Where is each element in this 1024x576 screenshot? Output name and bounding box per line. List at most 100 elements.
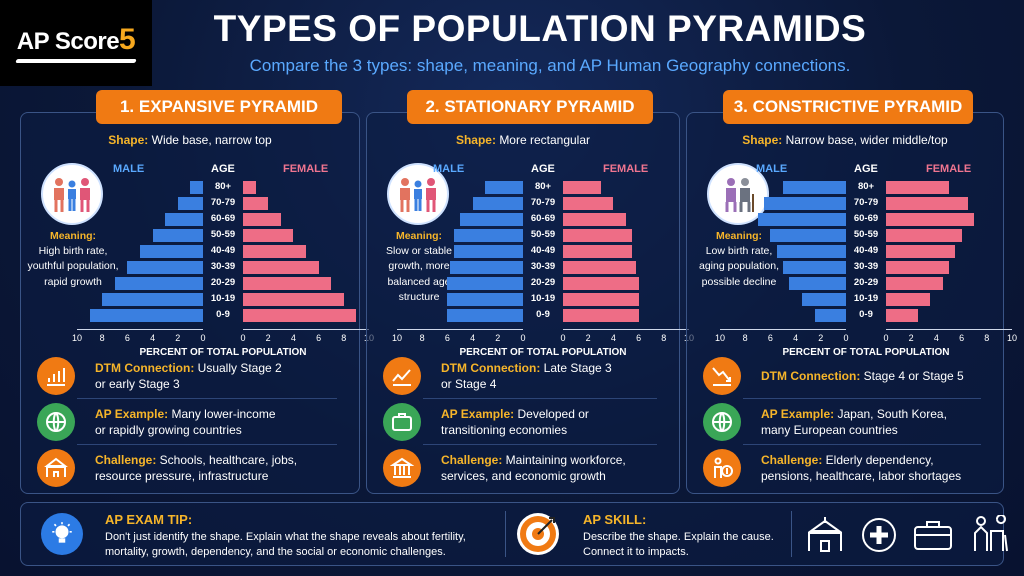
female-bar [886, 196, 968, 210]
axis-tick-label: 2 [265, 333, 271, 343]
meaning-line: aging population, [699, 260, 779, 273]
age-label: 0-9 [859, 309, 873, 320]
school-icon [805, 517, 845, 558]
dtm-connection-line: DTM Connection: Stage 4 or Stage 5 [761, 368, 964, 383]
meaning-line: growth, more [388, 260, 450, 273]
row-divider [743, 444, 981, 445]
age-label: 40-49 [530, 245, 556, 256]
male-bar [485, 180, 523, 194]
female-bar [243, 196, 269, 210]
meaning-heading: Meaning: [715, 230, 763, 242]
female-bar [886, 228, 962, 242]
male-header: MALE [433, 163, 465, 175]
x-axis-right [563, 329, 689, 330]
page-title: TYPES OF POPULATION PYRAMIDS [213, 8, 867, 49]
x-axis-label: PERCENT OF TOTAL POPULATION [139, 347, 307, 358]
elderly-couple-icon [707, 163, 769, 225]
dtm-connection-line: or Stage 4 [441, 377, 497, 391]
female-bar [243, 276, 332, 290]
lightbulb-icon [41, 513, 83, 555]
axis-tick-label: 10 [1006, 333, 1017, 343]
x-axis-left [397, 329, 523, 330]
male-bar [102, 292, 203, 306]
female-bar [243, 180, 256, 194]
axis-tick-label: 4 [933, 333, 939, 343]
female-bar [886, 212, 975, 226]
female-bar [563, 308, 639, 322]
female-bar [886, 292, 931, 306]
male-bar [453, 228, 523, 242]
axis-tick-label: 6 [444, 333, 450, 343]
axis-tick-label: 6 [767, 333, 773, 343]
male-header: MALE [756, 163, 788, 175]
axis-tick-label: 0 [883, 333, 889, 343]
age-label: 70-79 [530, 197, 556, 208]
challenge-row: Challenge: Schools, healthcare, jobs, res… [37, 447, 297, 489]
row-divider [77, 398, 337, 399]
x-axis-left [720, 329, 846, 330]
family-icon [387, 163, 449, 225]
female-header: FEMALE [603, 163, 649, 175]
ap-example-line: many European countries [761, 423, 898, 437]
axis-tick-label: 6 [316, 333, 322, 343]
age-label: 50-59 [853, 229, 879, 240]
logo-swoosh [15, 59, 137, 63]
age-label: 60-69 [853, 213, 879, 224]
axis-tick-label: 4 [290, 333, 296, 343]
challenge-line: Challenge: Elderly dependency, [761, 452, 934, 467]
age-label: 60-69 [530, 213, 556, 224]
axis-tick-label: 0 [560, 333, 566, 343]
axis-tick-label: 2 [908, 333, 914, 343]
meaning-line: High birth rate, [38, 245, 108, 258]
decline-chart-icon [703, 357, 741, 395]
ap-example-row: AP Example: Many lower-income or rapidly … [37, 401, 276, 443]
male-bar [789, 276, 846, 290]
panel-title: 2. STATIONARY PYRAMID [407, 90, 653, 124]
meaning-text: Meaning: Slow or stable growth, more balanc… [369, 229, 469, 305]
globe-icon [703, 403, 741, 441]
axis-tick-label: 2 [818, 333, 824, 343]
ap-example-line: transitioning economies [441, 423, 568, 437]
x-axis-label: PERCENT OF TOTAL POPULATION [459, 347, 627, 358]
meaning-line: structure [398, 290, 440, 303]
growth-chart-icon [37, 357, 75, 395]
age-label: 80+ [534, 181, 552, 192]
age-label: 30-39 [853, 261, 879, 272]
age-label: 80+ [857, 181, 875, 192]
axis-tick-label: 4 [793, 333, 799, 343]
male-bar [165, 212, 203, 226]
meaning-text: Meaning: Low birth rate, aging population,… [689, 229, 789, 290]
bank-icon [383, 449, 421, 487]
ap-example-text: AP Example: Developed or transitioning ec… [441, 406, 589, 438]
female-bar [243, 292, 344, 306]
female-bar [563, 212, 626, 226]
shape-description: Shape: Wide base, narrow top [108, 133, 272, 147]
age-label: 50-59 [530, 229, 556, 240]
male-bar [764, 196, 846, 210]
row-divider [743, 398, 981, 399]
row-divider [423, 444, 657, 445]
bottom-tips-panel: AP EXAM TIP: Don't just identify the sha… [20, 502, 1008, 566]
female-bar [243, 260, 319, 274]
ap-example-line: AP Example: Japan, South Korea, [761, 406, 947, 421]
meaning-line: possible decline [701, 275, 777, 288]
dtm-connection-row: DTM Connection: Stage 4 or Stage 5 [703, 355, 964, 397]
age-label: 10-19 [210, 293, 236, 304]
skill-line: Connect it to impacts. [583, 546, 689, 559]
axis-tick-label: 2 [175, 333, 181, 343]
dtm-connection-text: DTM Connection: Usually Stage 2 or early … [95, 360, 282, 392]
challenge-line: Challenge: Maintaining workforce, [441, 452, 626, 467]
meaning-heading: Meaning: [395, 230, 443, 242]
challenge-row: Challenge: Elderly dependency, pensions, … [703, 447, 961, 489]
axis-tick-label: 4 [470, 333, 476, 343]
x-axis-right [886, 329, 1012, 330]
female-bar [886, 276, 943, 290]
age-label: 30-39 [210, 261, 236, 272]
logo: AP Score5 [0, 0, 152, 86]
axis-tick-label: 0 [520, 333, 526, 343]
axis-tick-label: 10 [714, 333, 725, 343]
panel-title: 1. EXPANSIVE PYRAMID [96, 90, 342, 124]
ap-example-text: AP Example: Japan, South Korea, many Euro… [761, 406, 947, 438]
age-header: AGE [211, 163, 235, 175]
age-label: 0-9 [536, 309, 550, 320]
